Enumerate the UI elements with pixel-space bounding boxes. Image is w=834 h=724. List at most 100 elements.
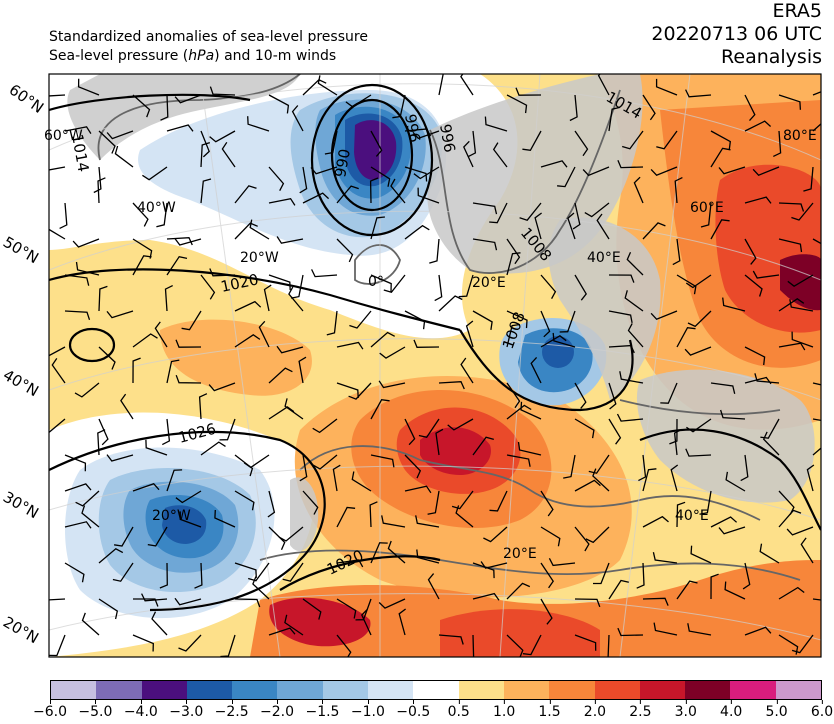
wind-barb: [812, 91, 821, 96]
grid-label-20e: 20°E: [472, 275, 506, 291]
map-title: Standardized anomalies of sea-level pres…: [49, 28, 368, 66]
wind-barb: [234, 334, 261, 348]
wind-barb: [49, 94, 66, 97]
wind-barb: [642, 222, 666, 240]
wind-barb: [800, 537, 814, 564]
wind-barb: [209, 130, 236, 143]
wind-barb: [249, 219, 270, 240]
wind-barb: [98, 346, 116, 370]
coast-greenland: [97, 74, 301, 161]
wind-barb: [404, 418, 416, 446]
wind-barb: [132, 255, 152, 276]
wind-barb: [786, 526, 814, 536]
grid-lat-20: [49, 593, 821, 641]
wind-barb: [540, 310, 551, 338]
wind-barb: [387, 540, 406, 564]
wind-barb: [174, 238, 202, 246]
wind-barb: [710, 219, 730, 240]
wind-barb: [114, 145, 134, 168]
datetime-label: 20220713 06 UTC: [651, 23, 822, 45]
wind-barb: [49, 598, 66, 601]
wind-barb: [617, 627, 644, 637]
coast-black-sea: [619, 399, 781, 416]
wind-barb: [690, 545, 712, 564]
wind-barb: [336, 238, 354, 263]
wind-barb: [489, 202, 508, 224]
wind-barb: [145, 439, 168, 456]
wind-barb: [174, 94, 202, 104]
wind-barb: [574, 598, 601, 608]
wind-barb: [49, 228, 66, 240]
wind-barb: [299, 166, 308, 194]
wind-barb: [378, 380, 406, 389]
wind-barb: [506, 310, 528, 329]
wind-barb: [710, 516, 738, 528]
wind-barb: [413, 166, 440, 180]
map-run-info: ERA5 20220713 06 UTC Reanalysis: [651, 0, 822, 69]
wind-barb: [574, 130, 589, 157]
wind-barb: [336, 506, 356, 528]
colorbar-tick-label: 5.0: [765, 700, 788, 720]
wind-barb: [175, 339, 202, 348]
wind-barb: [64, 126, 92, 134]
colorbar-cell: [549, 681, 595, 699]
colorbar-cell: [458, 681, 504, 699]
wind-barb: [652, 552, 678, 564]
wind-barb: [268, 406, 295, 420]
wind-barb: [268, 166, 285, 192]
wind-barb: [175, 374, 202, 384]
wind-barb: [404, 224, 430, 240]
wind-barb: [506, 94, 528, 114]
wind-barb: [480, 561, 508, 569]
wind-barb: [166, 469, 183, 492]
wind-barb: [642, 515, 669, 528]
wind-barb: [209, 268, 236, 277]
wind-barb: [166, 255, 188, 276]
wind-barb: [370, 542, 388, 564]
wind-barb: [299, 454, 308, 482]
wind-barb: [404, 310, 426, 330]
wind-barb: [778, 238, 803, 253]
wind-barb: [778, 202, 805, 212]
wind-barb: [460, 357, 474, 384]
colorbar-cell: [51, 681, 97, 699]
wind-barb: [132, 202, 149, 227]
wind-barb: [398, 608, 406, 636]
wind-barb: [234, 185, 257, 204]
wind-barb: [64, 562, 85, 583]
wind-barb: [670, 464, 679, 492]
wind-barb: [660, 382, 678, 404]
colorbar-tick-label: −0.5: [396, 700, 430, 720]
wind-barb: [438, 74, 444, 96]
colorbar-cell: [232, 681, 278, 699]
wind-barb: [166, 237, 193, 246]
wind-barb: [522, 130, 542, 152]
coastlines: [97, 74, 801, 581]
wind-barb: [98, 418, 109, 446]
anomaly-fill-atlantic-5: [162, 505, 207, 544]
wind-barb: [200, 178, 212, 204]
colorbar-cell: [413, 681, 459, 699]
wind-barb: [156, 202, 168, 228]
wind-barb: [181, 310, 202, 331]
wind-barb: [534, 212, 542, 240]
wind-barb: [517, 441, 542, 456]
wind-barb: [160, 94, 169, 121]
wind-barb: [154, 321, 168, 348]
wind-barb: [417, 187, 440, 204]
wind-barb: [540, 526, 561, 547]
wind-barb: [278, 526, 304, 542]
grid-label-40e-south: 40°E: [675, 508, 709, 524]
wind-barb: [243, 454, 270, 469]
wind-barb: [132, 238, 153, 259]
graticule: [49, 74, 821, 657]
wind-barb: [370, 331, 396, 348]
wind-barb: [685, 448, 712, 457]
wind-barb: [787, 274, 814, 287]
wind-barb: [404, 454, 422, 479]
isobar-1020: [49, 268, 461, 332]
wind-barb: [471, 634, 475, 657]
wind-barb: [378, 598, 406, 609]
colorbar-tick-label: 2.0: [584, 700, 606, 720]
wind-barb: [106, 130, 134, 140]
